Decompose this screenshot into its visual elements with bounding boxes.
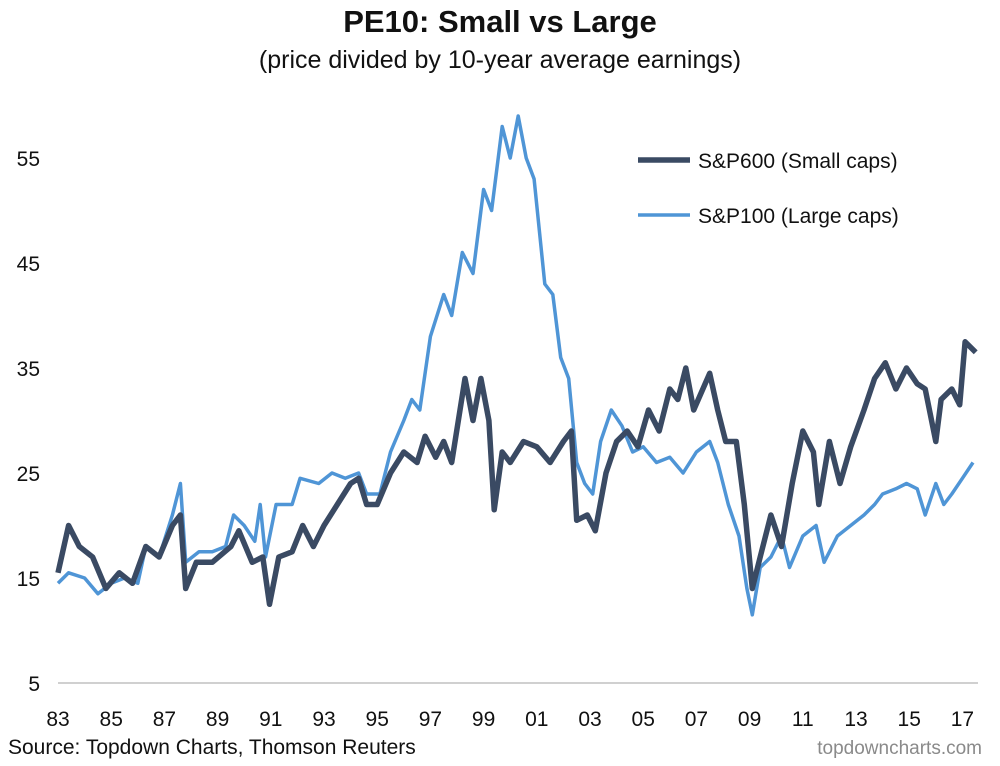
x-tick-label: 11 [792,708,814,731]
series-line-small-caps [55,339,978,608]
legend-label: S&P600 (Small caps) [698,150,898,173]
x-tick-label: 09 [738,708,761,731]
x-tick-label: 13 [844,708,867,731]
x-tick-label: 99 [472,708,495,731]
x-tick-label: 87 [153,708,176,731]
source-note: Source: Topdown Charts, Thomson Reuters [8,736,416,759]
y-tick-label: 15 [17,568,40,591]
x-tick-label: 15 [898,708,921,731]
y-tick-label: 25 [17,463,40,486]
legend-label: S&P100 (Large caps) [698,205,899,228]
x-tick-label: 83 [46,708,69,731]
x-tick-label: 95 [366,708,389,731]
y-tick-label: 55 [17,148,40,171]
x-tick-label: 05 [632,708,655,731]
watermark: topdowncharts.com [817,738,982,759]
y-tick-label: 5 [28,673,40,696]
x-tick-label: 93 [312,708,335,731]
x-tick-label: 91 [259,708,282,731]
y-tick-label: 45 [17,253,40,276]
y-tick-label: 35 [17,358,40,381]
x-tick-label: 97 [419,708,442,731]
x-tick-label: 01 [525,708,548,731]
x-tick-label: 85 [100,708,123,731]
series-line-large-caps [56,114,975,617]
chart-title: PE10: Small vs Large [343,4,657,39]
x-tick-label: 07 [685,708,708,731]
chart-subtitle: (price divided by 10-year average earnin… [258,46,742,74]
x-tick-label: 03 [578,708,601,731]
x-tick-label: 17 [951,708,974,731]
x-tick-label: 89 [206,708,229,731]
